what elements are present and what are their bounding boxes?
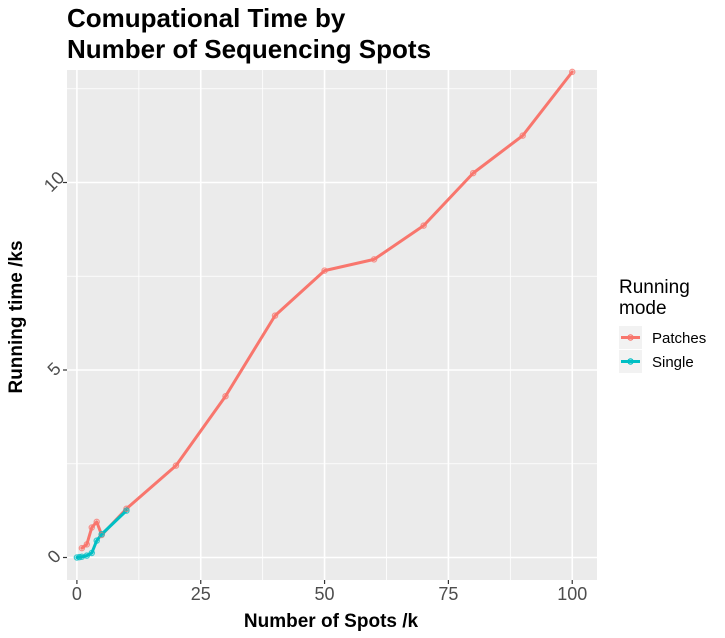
y-axis-label: Running time /ks — [6, 240, 27, 393]
data-point-patches — [222, 392, 229, 400]
data-point-patches — [568, 68, 576, 76]
data-point-single — [123, 507, 130, 514]
y-tick-label: 0 — [44, 546, 65, 567]
plot-panel — [67, 70, 597, 580]
data-point-patches — [519, 132, 526, 139]
y-tick-label: 5 — [44, 359, 65, 380]
legend-title-line-2: mode — [619, 298, 667, 319]
legend-title-line-1: Running — [619, 277, 690, 298]
y-tick-label: 10 — [40, 167, 68, 195]
legend-key-point-patches — [627, 334, 634, 341]
x-tick-label: 75 — [438, 584, 458, 604]
axis-ticks — [63, 181, 573, 584]
legend-title: Running mode — [619, 277, 719, 319]
legend-label-single: Single — [652, 354, 694, 371]
data-point-patches — [78, 544, 86, 552]
data-point-patches — [271, 312, 279, 319]
data-point-patches — [88, 524, 96, 531]
data-point-patches — [93, 518, 100, 526]
x-tick-label: 50 — [315, 584, 335, 604]
data-point-single — [83, 552, 91, 559]
chart-title-line-1: Comupational Time by — [67, 3, 346, 33]
grid-major — [67, 70, 597, 580]
legend-label-patches: Patches — [652, 330, 707, 347]
x-tick-label: 100 — [557, 584, 587, 604]
x-tick-label: 25 — [191, 584, 211, 604]
data-point-single — [93, 537, 100, 544]
legend-key-point-single — [627, 358, 634, 365]
series-layer — [73, 68, 576, 561]
data-point-single — [76, 553, 83, 561]
data-point-single — [98, 531, 105, 538]
chart-title-line-2: Number of Sequencing Spots — [67, 34, 432, 64]
x-axis-label: Number of Spots /k — [244, 611, 419, 632]
data-point-patches — [321, 267, 328, 274]
grid-minor — [67, 70, 597, 580]
data-point-patches — [469, 169, 477, 177]
data-point-single — [88, 549, 96, 557]
data-point-patches — [420, 222, 427, 229]
data-point-patches — [83, 541, 91, 548]
legend-keys — [619, 326, 642, 373]
x-tick-label: 0 — [72, 584, 82, 604]
data-point-patches — [370, 256, 378, 263]
data-point-patches — [172, 462, 180, 469]
